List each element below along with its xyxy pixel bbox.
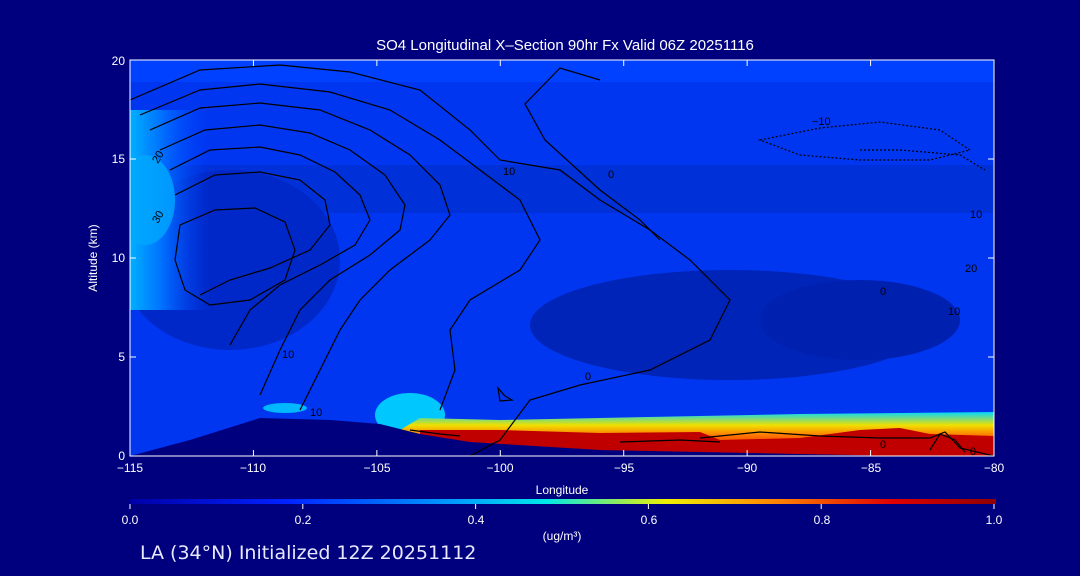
colorbar-tick-marks: [129, 504, 995, 509]
field-top-band: [130, 60, 994, 82]
x-tick-label: −100: [486, 461, 513, 475]
west-bright-patch: [130, 155, 175, 245]
colorbar: [130, 499, 996, 504]
contour-label: 0: [608, 169, 614, 181]
y-tick-label: 10: [112, 251, 126, 265]
contour-label-group: 20 30 10 0 10 10 0 −10 10 20 10 0 0 0: [150, 116, 982, 458]
contour-label: 0: [880, 286, 886, 298]
x-axis-label: Longitude: [536, 483, 589, 497]
x-tick-label: −90: [737, 461, 758, 475]
contour-label: 0: [970, 446, 976, 458]
x-tick-label: −85: [861, 461, 882, 475]
colorbar-label: (ug/m³): [543, 529, 582, 543]
x-tick-labels: −115 −110 −105 −100 −95 −90 −85 −80: [117, 461, 1005, 475]
colorbar-tick-labels: 0.0 0.2 0.4 0.6 0.8 1.0: [122, 513, 1003, 527]
x-tick-label: −115: [117, 461, 143, 475]
y-tick-labels: 0 5 10 15 20: [112, 54, 126, 463]
contour-label: 10: [503, 166, 515, 178]
y-tick-label: 5: [118, 350, 125, 364]
y-tick-marks: [130, 59, 994, 457]
initialization-footer: LA (34°N) Initialized 12Z 20251112: [140, 542, 477, 564]
contour-label: 0: [585, 371, 591, 383]
contour-label: 10: [310, 407, 322, 419]
chart-title: SO4 Longitudinal X–Section 90hr Fx Valid…: [376, 37, 754, 54]
x-tick-label: −110: [240, 461, 266, 475]
x-tick-label: −95: [614, 461, 635, 475]
contour-label: 20: [965, 263, 977, 275]
concentration-field: 20 30 10 0 10 10 0 −10 10 20 10 0 0 0: [130, 60, 994, 458]
y-tick-label: 0: [118, 449, 125, 463]
contour-label: 30: [150, 209, 167, 226]
colorbar-tick-label: 0.8: [814, 513, 831, 527]
contour-label: 20: [150, 149, 167, 166]
x-tick-label: −80: [984, 461, 1005, 475]
colorbar-tick-label: 0.2: [295, 513, 312, 527]
y-tick-label: 15: [112, 152, 126, 166]
contour-label: 10: [948, 306, 960, 318]
contour-label: −10: [812, 116, 831, 128]
contour-label: 0: [880, 439, 886, 451]
x-tick-label: −105: [363, 461, 390, 475]
colorbar-tick-label: 0.4: [468, 513, 485, 527]
colorbar-tick-label: 1.0: [986, 513, 1003, 527]
east-dark-core-inner: [760, 280, 960, 360]
y-tick-label: 20: [112, 54, 126, 68]
contour-lines: [130, 64, 994, 456]
colorbar-tick-label: 0.0: [122, 513, 139, 527]
small-bright-patch: [263, 403, 307, 413]
colorbar-tick-label: 0.6: [641, 513, 658, 527]
contour-label: 10: [970, 209, 982, 221]
contour-label: 10: [282, 349, 294, 361]
y-axis-label: Altitude (km): [86, 224, 100, 291]
terrain: [130, 418, 900, 456]
x-tick-marks: [129, 60, 995, 456]
